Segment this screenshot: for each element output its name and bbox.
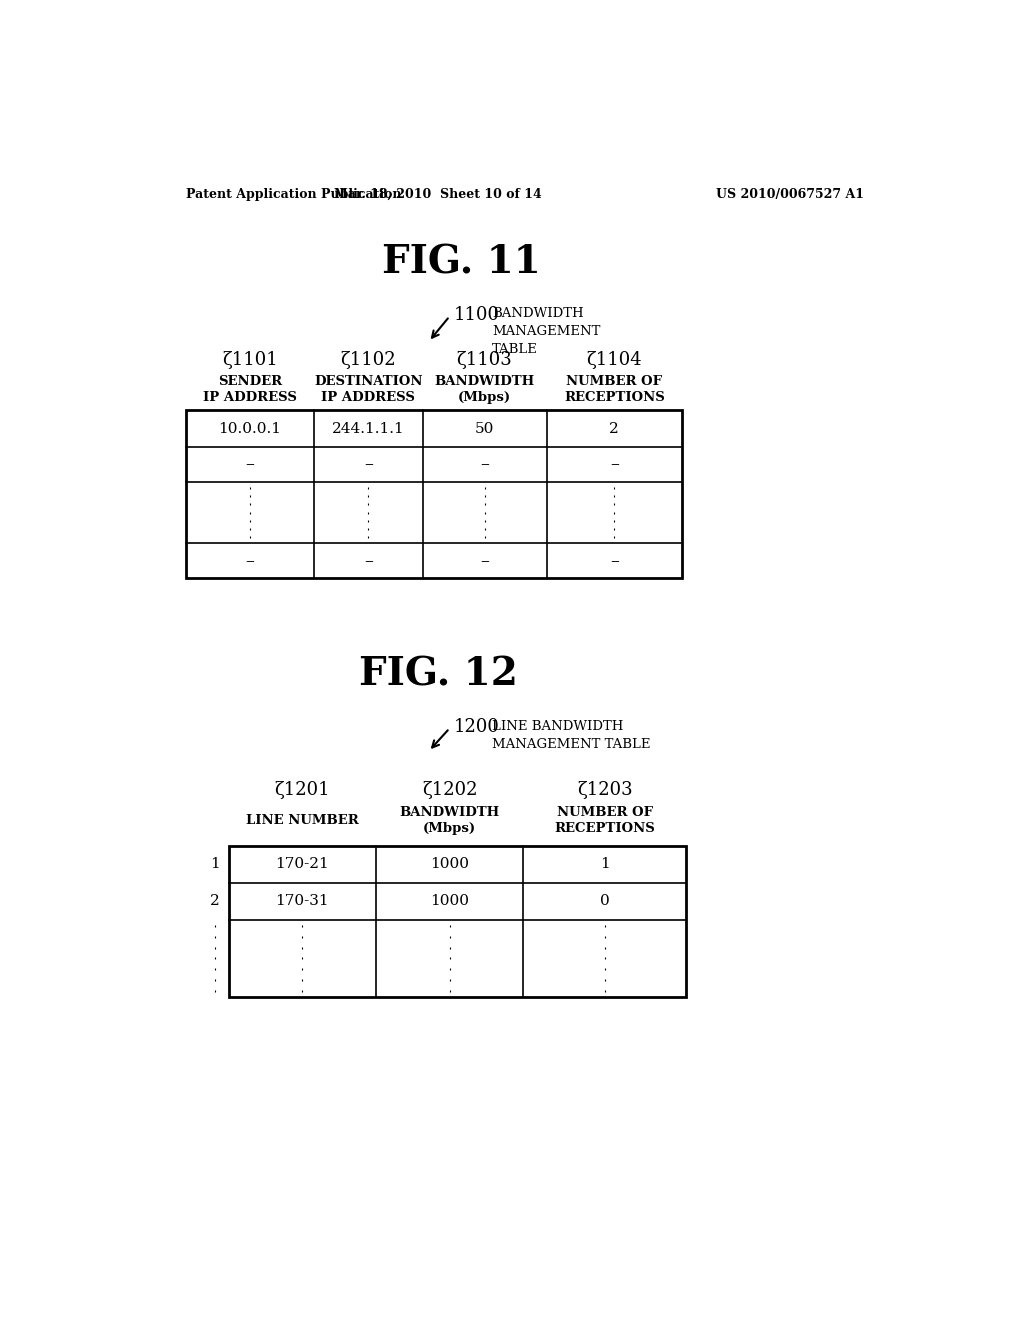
Text: 1000: 1000: [430, 895, 469, 908]
Bar: [228, 846, 686, 997]
Text: 1: 1: [600, 858, 609, 871]
Text: –: –: [480, 552, 488, 570]
Text: ζ1101: ζ1101: [222, 351, 278, 370]
Text: 170-31: 170-31: [275, 895, 329, 908]
Text: Mar. 18, 2010  Sheet 10 of 14: Mar. 18, 2010 Sheet 10 of 14: [334, 187, 542, 201]
Text: BANDWIDTH
(Mbps): BANDWIDTH (Mbps): [434, 375, 535, 404]
Text: 50: 50: [475, 421, 495, 436]
Text: Patent Application Publication: Patent Application Publication: [186, 187, 401, 201]
Text: US 2010/0067527 A1: US 2010/0067527 A1: [716, 187, 864, 201]
Text: –: –: [480, 455, 488, 474]
Bar: [186, 411, 682, 578]
Text: FIG. 12: FIG. 12: [358, 655, 517, 693]
Text: –: –: [364, 455, 373, 474]
Text: –: –: [610, 552, 618, 570]
Text: FIG. 11: FIG. 11: [382, 243, 541, 281]
Text: 1000: 1000: [430, 858, 469, 871]
Text: NUMBER OF
RECEPTIONS: NUMBER OF RECEPTIONS: [554, 807, 655, 836]
Text: ζ1103: ζ1103: [457, 351, 512, 370]
Text: –: –: [610, 455, 618, 474]
Text: 244.1.1.1: 244.1.1.1: [332, 421, 404, 436]
Text: ζ1202: ζ1202: [422, 781, 477, 799]
Text: SENDER
IP ADDRESS: SENDER IP ADDRESS: [203, 375, 297, 404]
Text: 0: 0: [600, 895, 609, 908]
Text: 2: 2: [609, 421, 620, 436]
Text: 1200: 1200: [454, 718, 500, 735]
Text: DESTINATION
IP ADDRESS: DESTINATION IP ADDRESS: [314, 375, 423, 404]
Text: BANDWIDTH
(Mbps): BANDWIDTH (Mbps): [399, 807, 500, 836]
Text: ζ1203: ζ1203: [577, 781, 633, 799]
Text: ζ1104: ζ1104: [587, 351, 642, 370]
Text: 2: 2: [210, 895, 220, 908]
Text: ζ1102: ζ1102: [340, 351, 396, 370]
Text: LINE NUMBER: LINE NUMBER: [246, 814, 358, 828]
Text: ζ1201: ζ1201: [274, 781, 330, 799]
Text: 1: 1: [210, 858, 220, 871]
Text: 1100: 1100: [454, 306, 500, 323]
Text: BANDWIDTH
MANAGEMENT
TABLE: BANDWIDTH MANAGEMENT TABLE: [493, 308, 601, 356]
Text: –: –: [364, 552, 373, 570]
Text: –: –: [246, 455, 255, 474]
Text: –: –: [246, 552, 255, 570]
Text: 170-21: 170-21: [275, 858, 330, 871]
Text: NUMBER OF
RECEPTIONS: NUMBER OF RECEPTIONS: [564, 375, 665, 404]
Text: LINE BANDWIDTH
MANAGEMENT TABLE: LINE BANDWIDTH MANAGEMENT TABLE: [493, 721, 650, 751]
Text: 10.0.0.1: 10.0.0.1: [218, 421, 282, 436]
